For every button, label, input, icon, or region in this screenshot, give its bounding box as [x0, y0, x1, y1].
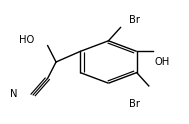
- Text: HO: HO: [19, 35, 34, 45]
- Text: OH: OH: [154, 57, 169, 67]
- Text: Br: Br: [129, 99, 140, 109]
- Text: N: N: [10, 89, 18, 99]
- Text: Br: Br: [129, 15, 140, 25]
